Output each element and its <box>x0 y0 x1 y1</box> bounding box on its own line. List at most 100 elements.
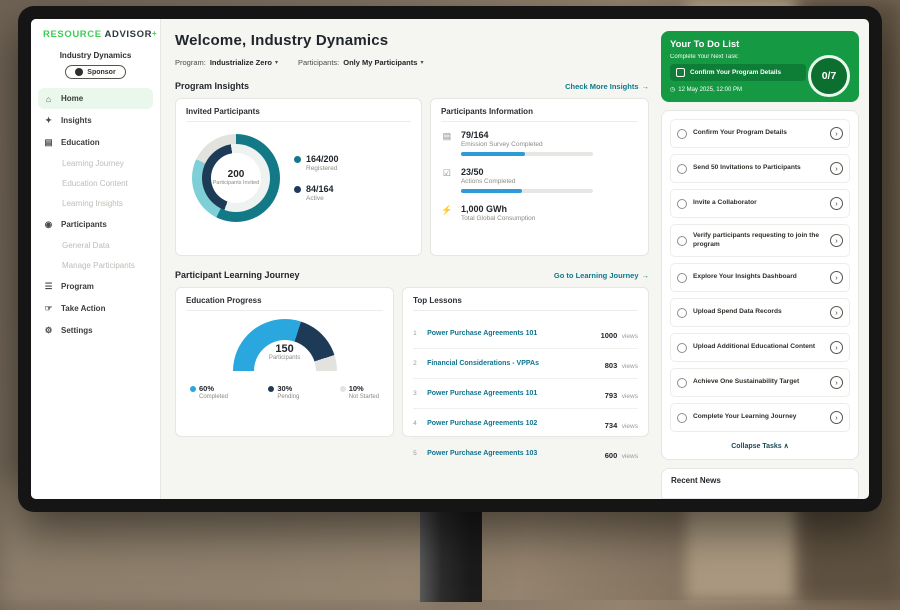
sidebar-item-learning-insights[interactable]: Learning Insights <box>31 193 160 213</box>
lesson-row: 3 Power Purchase Agreements 101 793 view… <box>413 379 638 409</box>
education-gauge: 150 Participants <box>232 319 337 371</box>
lesson-link[interactable]: Financial Considerations - VPPAs <box>427 360 539 367</box>
program-label: Program: <box>175 58 206 67</box>
sidebar-item-settings[interactable]: ⚙ Settings <box>31 319 160 341</box>
gauge-center-label: Participants <box>268 355 301 361</box>
metric-actions-completed: ☑ 23/50 Actions Completed <box>441 167 638 193</box>
learning-cards-row: Education Progress 150 Participants 60% … <box>175 287 649 460</box>
checkbox-icon[interactable] <box>676 68 685 77</box>
todo-task-item[interactable]: Explore Your Insights Dashboard › <box>670 263 850 293</box>
todo-header-card: Your To Do List Complete Your Next Task:… <box>661 31 859 102</box>
chevron-right-icon[interactable]: › <box>830 376 843 390</box>
lesson-link[interactable]: Power Purchase Agreements 101 <box>427 330 538 337</box>
learning-journey-header: Participant Learning Journey Go to Learn… <box>175 270 649 280</box>
task-label: Invite a Collaborator <box>693 199 757 207</box>
sidebar-item-education-content[interactable]: Education Content <box>31 173 160 193</box>
todo-task-item[interactable]: Upload Additional Educational Content › <box>670 333 850 363</box>
legend-pct: 60% <box>199 384 215 393</box>
sidebar-item-manage-participants[interactable]: Manage Participants <box>31 255 160 275</box>
progress-bar-fill <box>460 189 522 193</box>
todo-task-item[interactable]: Invite a Collaborator › <box>670 189 850 218</box>
donut-chart-wrap: 200 Participants Invited 164/200 Registe… <box>186 130 411 222</box>
monitor-stand <box>420 510 482 602</box>
chevron-right-icon[interactable]: › <box>830 162 843 175</box>
checkbox-icon[interactable] <box>677 377 687 388</box>
education-icon: ▤ <box>44 136 53 147</box>
progress-bar <box>460 152 593 156</box>
checkbox-icon[interactable] <box>677 272 687 283</box>
sidebar-item-home[interactable]: ⌂ Home <box>38 88 153 109</box>
todo-task-item[interactable]: Verify participants requesting to join t… <box>670 224 850 258</box>
sidebar-item-education[interactable]: ▤ Education <box>31 131 160 153</box>
donut-center-value: 200 <box>227 169 245 181</box>
chevron-right-icon[interactable]: › <box>830 306 843 320</box>
participants-dropdown[interactable]: Participants: Only My Participants ▾ <box>298 58 423 67</box>
collapse-tasks-button[interactable]: Collapse Tasks ∧ <box>731 443 789 451</box>
sponsor-icon <box>75 68 84 76</box>
chevron-right-icon[interactable]: › <box>830 341 843 355</box>
checkbox-icon[interactable] <box>677 412 687 423</box>
check-more-insights-link[interactable]: Check More Insights → <box>565 82 649 91</box>
sidebar-item-take-action[interactable]: ☞ Take Action <box>31 297 160 319</box>
brand-plus: + <box>152 29 158 38</box>
lesson-row: 4 Power Purchase Agreements 102 734 view… <box>413 409 638 439</box>
legend-pending: 30% Pending <box>268 384 299 400</box>
chevron-right-icon[interactable]: › <box>830 411 843 425</box>
sidebar-item-program[interactable]: ☰ Program <box>31 275 160 297</box>
todo-next-task[interactable]: Confirm Your Program Details <box>670 64 806 81</box>
todo-task-item[interactable]: Send 50 Invitations to Participants › <box>670 154 850 183</box>
task-label: Achieve One Sustainability Target <box>693 378 800 386</box>
sidebar-item-label: Insights <box>61 115 92 125</box>
donut-center: 200 Participants Invited <box>211 153 261 203</box>
recent-news-title: Recent News <box>671 476 721 486</box>
task-label: Upload Additional Educational Content <box>693 343 816 351</box>
invited-participants-card: Invited Participants 200 Participants In… <box>175 98 422 256</box>
todo-task-item[interactable]: Upload Spend Data Records › <box>670 298 850 328</box>
lesson-views: 600 <box>604 450 618 460</box>
chevron-down-icon: ▾ <box>420 60 424 66</box>
checkbox-icon[interactable] <box>677 307 687 318</box>
sidebar-item-label: General Data <box>62 240 110 250</box>
progress-bar <box>460 189 593 193</box>
program-dropdown[interactable]: Program: Industrialize Zero ▾ <box>175 58 278 67</box>
chevron-right-icon[interactable]: › <box>830 197 843 210</box>
todo-task-item[interactable]: Achieve One Sustainability Target › <box>670 368 850 398</box>
todo-task-item[interactable]: Confirm Your Program Details › <box>670 119 850 148</box>
lesson-views: 1000 <box>600 330 618 340</box>
lesson-rank: 2 <box>413 360 417 367</box>
participants-icon: ◉ <box>44 218 53 229</box>
chevron-right-icon[interactable]: › <box>830 127 843 140</box>
card-title: Invited Participants <box>186 107 411 122</box>
sidebar-item-label: Education Content <box>62 178 128 188</box>
survey-icon: ▤ <box>442 131 452 141</box>
chevron-right-icon[interactable]: › <box>830 234 843 248</box>
card-title: Education Progress <box>186 296 384 311</box>
todo-next-task-label: Confirm Your Program Details <box>690 69 782 76</box>
chevron-right-icon[interactable]: › <box>830 271 843 285</box>
chevron-down-icon: ▾ <box>274 60 278 66</box>
lesson-link[interactable]: Power Purchase Agreements 103 <box>427 450 538 457</box>
lesson-link[interactable]: Power Purchase Agreements 101 <box>427 390 538 397</box>
sidebar-item-insights[interactable]: ✦ Insights <box>31 109 160 131</box>
legend-label: Pending <box>277 394 300 400</box>
top-lessons-card: Top Lessons 1 Power Purchase Agreements … <box>402 287 649 460</box>
sidebar-item-participants[interactable]: ◉ Participants <box>31 213 160 235</box>
sponsor-label: Sponsor <box>87 68 116 76</box>
legend-registered: 164/200 Registered <box>294 154 339 172</box>
link-label: Check More Insights <box>565 81 639 91</box>
lesson-rank: 3 <box>413 390 417 397</box>
go-to-learning-journey-link[interactable]: Go to Learning Journey → <box>554 271 649 280</box>
checkbox-icon[interactable] <box>677 163 687 174</box>
page-title: Welcome, Industry Dynamics <box>175 32 389 49</box>
task-label: Upload Spend Data Records <box>693 308 782 316</box>
checkbox-icon[interactable] <box>677 198 687 209</box>
sidebar-item-learning-journey[interactable]: Learning Journey <box>31 153 160 173</box>
brand-part1: RESOURCE <box>43 29 102 40</box>
lesson-link[interactable]: Power Purchase Agreements 102 <box>427 420 538 427</box>
todo-task-item[interactable]: Complete Your Learning Journey › <box>670 403 850 433</box>
sidebar-item-general-data[interactable]: General Data <box>31 235 160 255</box>
checkbox-icon[interactable] <box>677 235 687 246</box>
metric-label: Actions Completed <box>460 178 516 185</box>
checkbox-icon[interactable] <box>677 128 687 139</box>
checkbox-icon[interactable] <box>677 342 687 353</box>
